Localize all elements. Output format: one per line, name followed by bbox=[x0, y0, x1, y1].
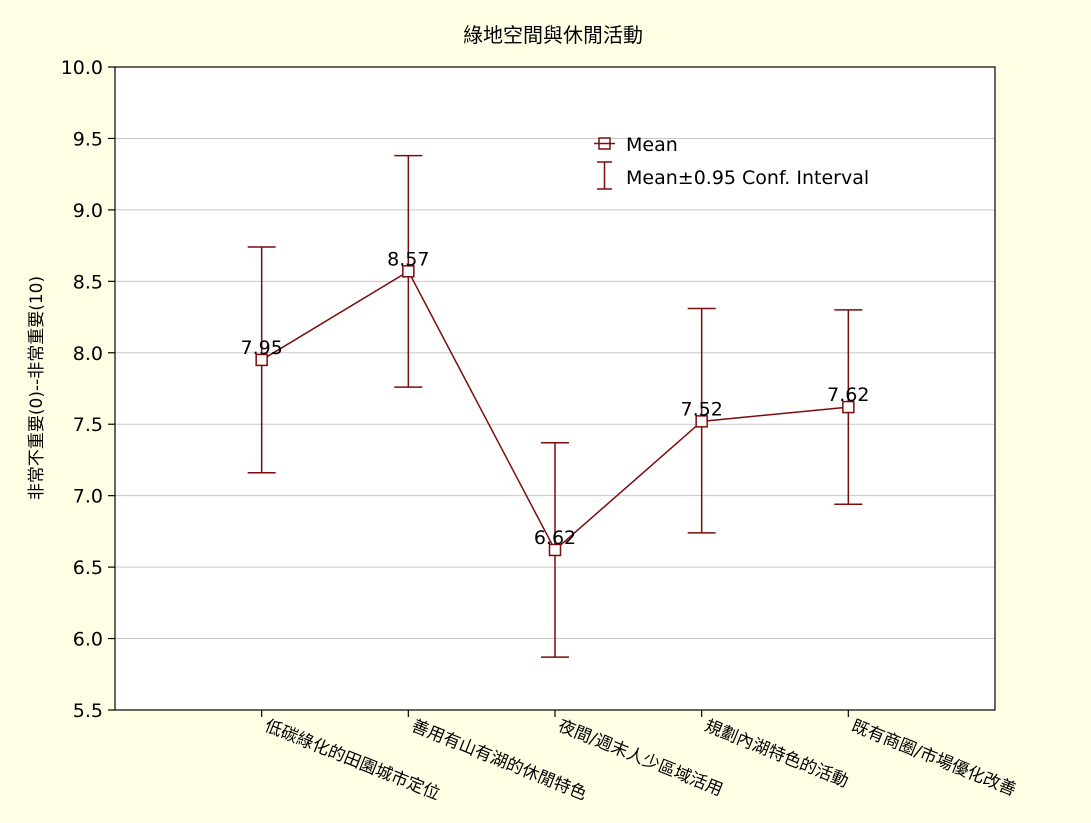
mean-point bbox=[695, 415, 708, 428]
y-tick-label: 9.5 bbox=[73, 128, 103, 150]
y-tick-label: 10.0 bbox=[61, 57, 103, 79]
data-label: 7.62 bbox=[827, 384, 869, 406]
y-tick-label: 5.5 bbox=[73, 700, 103, 722]
y-tick-label: 6.5 bbox=[73, 557, 103, 579]
chart-title: 綠地空間與休閒活動 bbox=[463, 23, 643, 47]
series-mean: 7.95 8.57 6.62 7.52 7.62 bbox=[241, 154, 869, 658]
legend: Mean Mean±0.95 Conf. Interval bbox=[594, 134, 869, 190]
data-label: 6.62 bbox=[534, 527, 576, 549]
legend-ci-label: Mean±0.95 Conf. Interval bbox=[626, 167, 869, 189]
y-tick-label: 7.0 bbox=[73, 486, 103, 508]
y-tick-label: 8.5 bbox=[73, 271, 103, 293]
y-axis-ticks: 5.5 6.0 6.5 7.0 7.5 8.0 8.5 9.0 9.5 10.0 bbox=[61, 57, 115, 722]
y-tick-label: 8.0 bbox=[73, 343, 103, 365]
y-axis-label: 非常不重要(0)--非常重要(10) bbox=[27, 276, 47, 500]
mean-point bbox=[842, 400, 855, 414]
legend-mean-label: Mean bbox=[626, 134, 678, 156]
y-tick-label: 6.0 bbox=[73, 629, 103, 651]
mean-point bbox=[402, 265, 415, 278]
y-tick-label: 9.0 bbox=[73, 200, 103, 222]
mean-point bbox=[548, 543, 562, 557]
mean-point bbox=[255, 353, 268, 367]
y-tick-label: 7.5 bbox=[73, 414, 103, 436]
data-label: 7.95 bbox=[241, 337, 283, 359]
data-label: 8.57 bbox=[387, 248, 429, 270]
data-label: 7.52 bbox=[681, 398, 723, 420]
